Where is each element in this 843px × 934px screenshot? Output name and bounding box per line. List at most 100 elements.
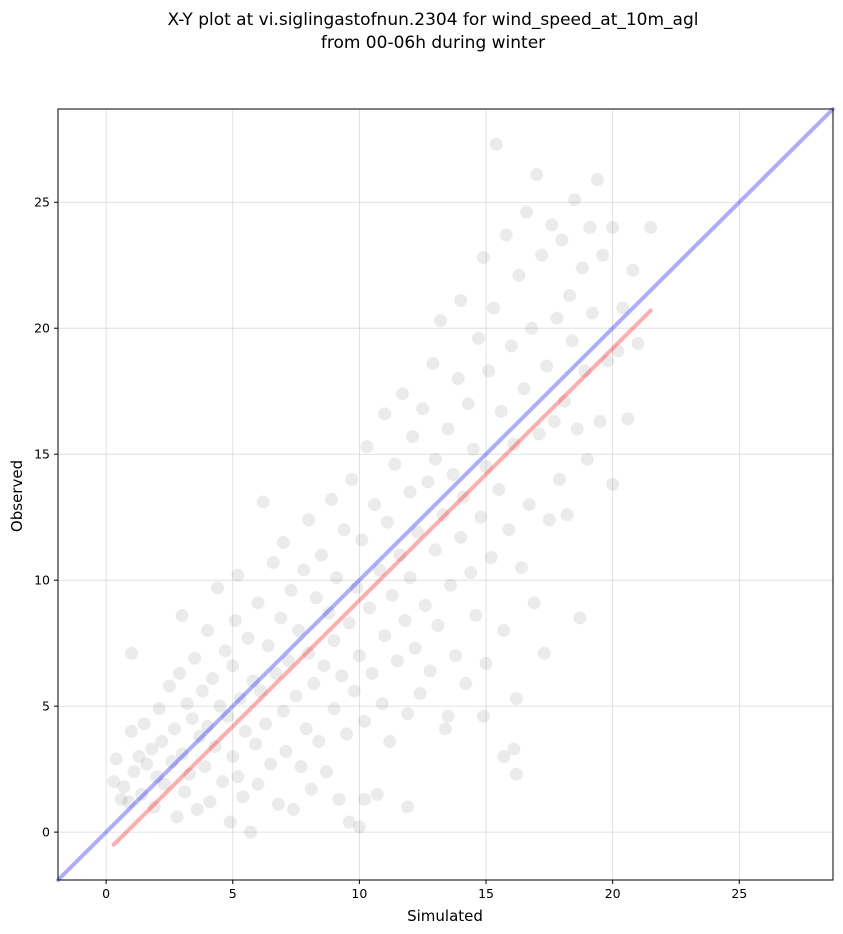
- scatter-point: [145, 742, 159, 756]
- scatter-point: [185, 712, 199, 726]
- scatter-point: [294, 760, 308, 774]
- scatter-point: [312, 734, 326, 748]
- scatter-point: [307, 676, 321, 690]
- scatter-point: [342, 616, 356, 630]
- scatter-point: [484, 550, 498, 564]
- scatter-point: [621, 412, 635, 426]
- scatter-point: [558, 394, 572, 408]
- scatter-point: [616, 301, 630, 315]
- scatter-point: [299, 722, 313, 736]
- scatter-point: [155, 734, 169, 748]
- scatter-point: [517, 382, 531, 396]
- y-tick-label: 25: [34, 195, 50, 210]
- scatter-point: [226, 659, 240, 673]
- scatter-point: [208, 739, 222, 753]
- scatter-point: [152, 702, 166, 716]
- scatter-point: [233, 692, 247, 706]
- scatter-point: [251, 777, 265, 791]
- scatter-point: [274, 611, 288, 625]
- scatter-point: [550, 311, 564, 325]
- scatter-point: [403, 485, 417, 499]
- scatter-point: [211, 581, 225, 595]
- y-tick-label: 5: [42, 699, 50, 714]
- scatter-point: [512, 268, 526, 282]
- scatter-point: [122, 795, 136, 809]
- scatter-point: [281, 654, 295, 668]
- scatter-point: [117, 780, 131, 794]
- scatter-point: [385, 588, 399, 602]
- scatter-point: [644, 220, 658, 234]
- scatter-point: [497, 624, 511, 638]
- scatter-point: [165, 755, 179, 769]
- scatter-point: [441, 709, 455, 723]
- scatter-point: [355, 533, 369, 547]
- scatter-point: [570, 422, 584, 436]
- scatter-point: [173, 666, 187, 680]
- scatter-point: [408, 641, 422, 655]
- scatter-point: [520, 205, 534, 219]
- scatter-point: [284, 583, 298, 597]
- x-tick-label: 10: [351, 886, 367, 901]
- scatter-point: [259, 717, 273, 731]
- scatter-point: [261, 639, 275, 653]
- scatter-point: [416, 402, 430, 416]
- chart-title-line-2: from 00-06h during winter: [321, 33, 545, 53]
- x-tick-label: 25: [731, 886, 747, 901]
- axis-ticks: 0 5 10 15 20 25 0 5 10 15 20 25: [34, 195, 747, 901]
- y-tick-label: 20: [34, 321, 50, 336]
- scatter-point: [585, 306, 599, 320]
- scatter-point: [504, 339, 518, 353]
- scatter-point: [466, 442, 480, 456]
- scatter-point: [388, 457, 402, 471]
- reference-lines: [56, 107, 835, 882]
- scatter-point: [563, 288, 577, 302]
- scatter-point: [200, 624, 214, 638]
- scatter-point: [223, 815, 237, 829]
- scatter-point: [444, 578, 458, 592]
- scatter-point: [327, 702, 341, 716]
- x-tick-label: 0: [102, 886, 110, 901]
- scatter-point: [342, 815, 356, 829]
- scatter-point: [578, 364, 592, 378]
- scatter-point: [611, 344, 625, 358]
- scatter-point: [568, 193, 582, 207]
- scatter-point: [266, 556, 280, 570]
- scatter-point: [606, 220, 620, 234]
- scatter-point: [499, 228, 513, 242]
- scatter-point: [540, 359, 554, 373]
- scatter-point: [423, 664, 437, 678]
- scatter-point: [494, 404, 508, 418]
- scatter-point: [357, 714, 371, 728]
- scatter-point: [317, 659, 331, 673]
- x-tick-label: 20: [605, 886, 621, 901]
- scatter-point: [350, 581, 364, 595]
- scatter-point: [297, 563, 311, 577]
- scatter-point: [140, 757, 154, 771]
- scatter-point: [236, 790, 250, 804]
- scatter-point: [575, 261, 589, 275]
- scatter-point: [256, 495, 270, 509]
- scatter-point: [178, 785, 192, 799]
- scatter-point: [454, 530, 468, 544]
- scatter-point: [451, 372, 465, 386]
- scatter-point: [370, 787, 384, 801]
- scatter-point: [180, 697, 194, 711]
- y-tick-label: 0: [42, 825, 50, 840]
- scatter-point: [302, 513, 316, 527]
- scatter-point: [309, 591, 323, 605]
- y-tick-label: 10: [34, 573, 50, 588]
- scatter-point: [413, 687, 427, 701]
- grid: [58, 109, 833, 880]
- scatter-point: [246, 674, 260, 688]
- scatter-point: [375, 697, 389, 711]
- scatter-point: [127, 765, 141, 779]
- scatter-point: [426, 356, 440, 370]
- scatter-point: [492, 482, 506, 496]
- scatter-point: [428, 452, 442, 466]
- scatter-point: [168, 722, 182, 736]
- scatter-point: [109, 752, 123, 766]
- scatter-point: [218, 644, 232, 658]
- scatter-point: [170, 810, 184, 824]
- scatter-point: [314, 548, 328, 562]
